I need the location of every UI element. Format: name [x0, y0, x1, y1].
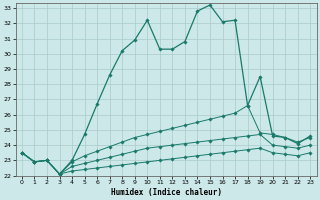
X-axis label: Humidex (Indice chaleur): Humidex (Indice chaleur) [111, 188, 221, 197]
